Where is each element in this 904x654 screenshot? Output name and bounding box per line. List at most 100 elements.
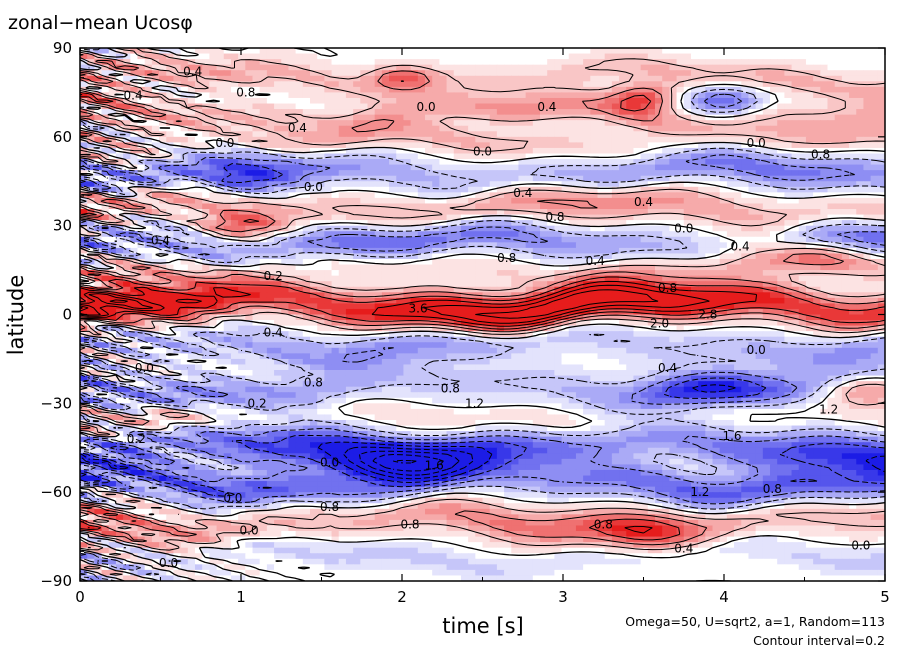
field-cell (712, 258, 721, 266)
field-cell (216, 164, 225, 171)
field-cell (324, 70, 333, 77)
field-cell (94, 120, 103, 127)
field-cell (223, 164, 232, 171)
field-cell (151, 181, 160, 188)
field-cell (798, 236, 807, 243)
field-cell (151, 70, 160, 77)
field-cell (439, 231, 448, 238)
field-cell (101, 181, 110, 188)
field-cell (827, 170, 836, 177)
field-cell (259, 64, 268, 71)
field-cell (410, 159, 419, 166)
field-cell (611, 209, 620, 216)
field-cell (827, 175, 836, 182)
field-cell (619, 270, 627, 277)
field-cell (101, 186, 110, 193)
field-cell (690, 81, 699, 88)
field-cell (281, 192, 290, 199)
field-cell (238, 242, 246, 249)
field-cell (115, 75, 124, 82)
field-cell (367, 97, 376, 105)
field-cell (734, 275, 742, 282)
field-cell (655, 209, 663, 216)
field-cell (295, 142, 304, 149)
field-cell (310, 292, 318, 299)
field-cell (367, 181, 376, 188)
field-cell (151, 164, 160, 171)
field-cell (791, 64, 800, 71)
field-cell (475, 136, 484, 143)
field-cell (770, 159, 778, 166)
field-cell (173, 214, 182, 221)
field-cell (252, 86, 261, 94)
field-cell (180, 147, 189, 155)
field-cell (389, 92, 397, 99)
field-cell (338, 48, 347, 55)
field-cell (403, 292, 412, 299)
field-cell (187, 281, 196, 288)
field-cell (310, 275, 318, 282)
field-cell (216, 147, 225, 155)
field-cell (80, 264, 88, 271)
field-cell (417, 153, 426, 160)
field-cell (266, 92, 275, 99)
field-cell (597, 236, 606, 243)
field-cell (238, 247, 246, 255)
field-cell (683, 275, 692, 282)
field-cell (425, 214, 433, 221)
field-cell (159, 292, 167, 299)
field-cell (374, 159, 383, 166)
field-cell (662, 120, 670, 127)
field-cell (676, 242, 685, 249)
field-cell (798, 258, 807, 266)
field-cell (669, 92, 678, 99)
field-cell (151, 131, 160, 138)
field-cell (137, 142, 146, 149)
field-cell (734, 181, 742, 188)
field-cell (877, 109, 885, 116)
field-cell (784, 220, 793, 227)
field-cell (482, 275, 491, 282)
field-cell (849, 231, 857, 238)
field-cell (604, 181, 613, 188)
field-cell (453, 175, 462, 182)
field-cell (223, 236, 232, 243)
field-cell (511, 109, 520, 116)
field-cell (101, 170, 110, 177)
field-cell (108, 203, 117, 210)
field-cell (166, 175, 175, 182)
field-cell (87, 192, 95, 199)
field-cell (870, 247, 879, 255)
field-cell (166, 214, 175, 221)
field-cell (734, 109, 742, 116)
field-cell (575, 75, 584, 82)
field-cell (266, 75, 275, 82)
field-cell (223, 209, 232, 216)
field-cell (841, 97, 850, 105)
field-cell (590, 75, 599, 82)
field-cell (669, 97, 678, 105)
field-cell (374, 175, 383, 182)
field-cell (820, 136, 829, 143)
field-cell (281, 103, 290, 110)
field-cell (460, 131, 469, 138)
field-cell (173, 97, 182, 105)
field-cell (683, 48, 692, 55)
field-cell (676, 59, 685, 66)
field-cell (223, 103, 232, 110)
field-cell (791, 114, 800, 121)
field-cell (604, 203, 613, 210)
field-cell (805, 114, 814, 121)
field-cell (123, 175, 131, 182)
field-cell (849, 97, 857, 105)
field-cell (827, 214, 836, 221)
field-cell (345, 81, 354, 88)
field-cell (561, 247, 570, 255)
field-cell (381, 153, 390, 160)
field-cell (777, 286, 785, 293)
field-cell (784, 114, 793, 121)
field-cell (245, 131, 254, 138)
field-cell (604, 86, 613, 94)
field-cell (784, 159, 793, 166)
field-cell (353, 192, 361, 199)
